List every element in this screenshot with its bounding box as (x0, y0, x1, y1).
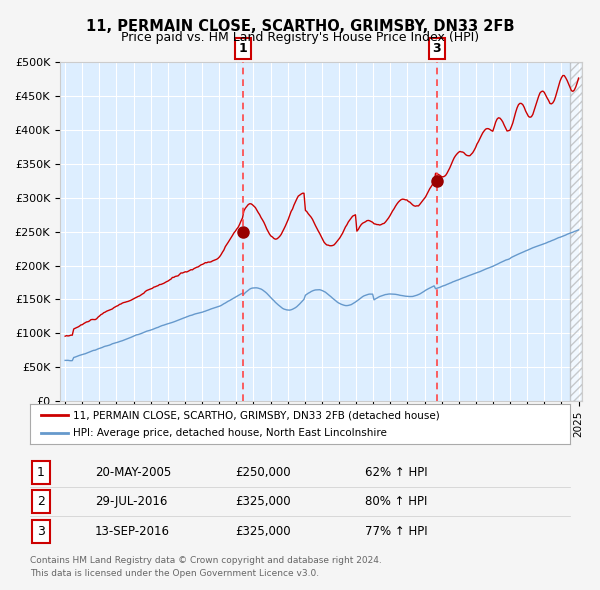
Text: £325,000: £325,000 (235, 496, 291, 509)
Text: HPI: Average price, detached house, North East Lincolnshire: HPI: Average price, detached house, Nort… (73, 428, 387, 438)
Text: 11, PERMAIN CLOSE, SCARTHO, GRIMSBY, DN33 2FB (detached house): 11, PERMAIN CLOSE, SCARTHO, GRIMSBY, DN3… (73, 411, 440, 421)
Text: 62% ↑ HPI: 62% ↑ HPI (365, 466, 427, 479)
Text: 3: 3 (433, 42, 441, 55)
Text: Price paid vs. HM Land Registry's House Price Index (HPI): Price paid vs. HM Land Registry's House … (121, 31, 479, 44)
Text: 1: 1 (37, 466, 45, 479)
Text: 20-MAY-2005: 20-MAY-2005 (95, 466, 171, 479)
Text: 13-SEP-2016: 13-SEP-2016 (95, 525, 170, 537)
Polygon shape (570, 62, 582, 401)
Text: 77% ↑ HPI: 77% ↑ HPI (365, 525, 427, 537)
Text: 2: 2 (37, 496, 45, 509)
Text: Contains HM Land Registry data © Crown copyright and database right 2024.: Contains HM Land Registry data © Crown c… (30, 556, 382, 565)
Text: 1: 1 (238, 42, 247, 55)
Text: 3: 3 (37, 525, 45, 537)
Text: £325,000: £325,000 (235, 525, 291, 537)
Text: 29-JUL-2016: 29-JUL-2016 (95, 496, 167, 509)
Text: £250,000: £250,000 (235, 466, 291, 479)
Text: 80% ↑ HPI: 80% ↑ HPI (365, 496, 427, 509)
Text: 11, PERMAIN CLOSE, SCARTHO, GRIMSBY, DN33 2FB: 11, PERMAIN CLOSE, SCARTHO, GRIMSBY, DN3… (86, 19, 514, 34)
Text: This data is licensed under the Open Government Licence v3.0.: This data is licensed under the Open Gov… (30, 569, 319, 578)
